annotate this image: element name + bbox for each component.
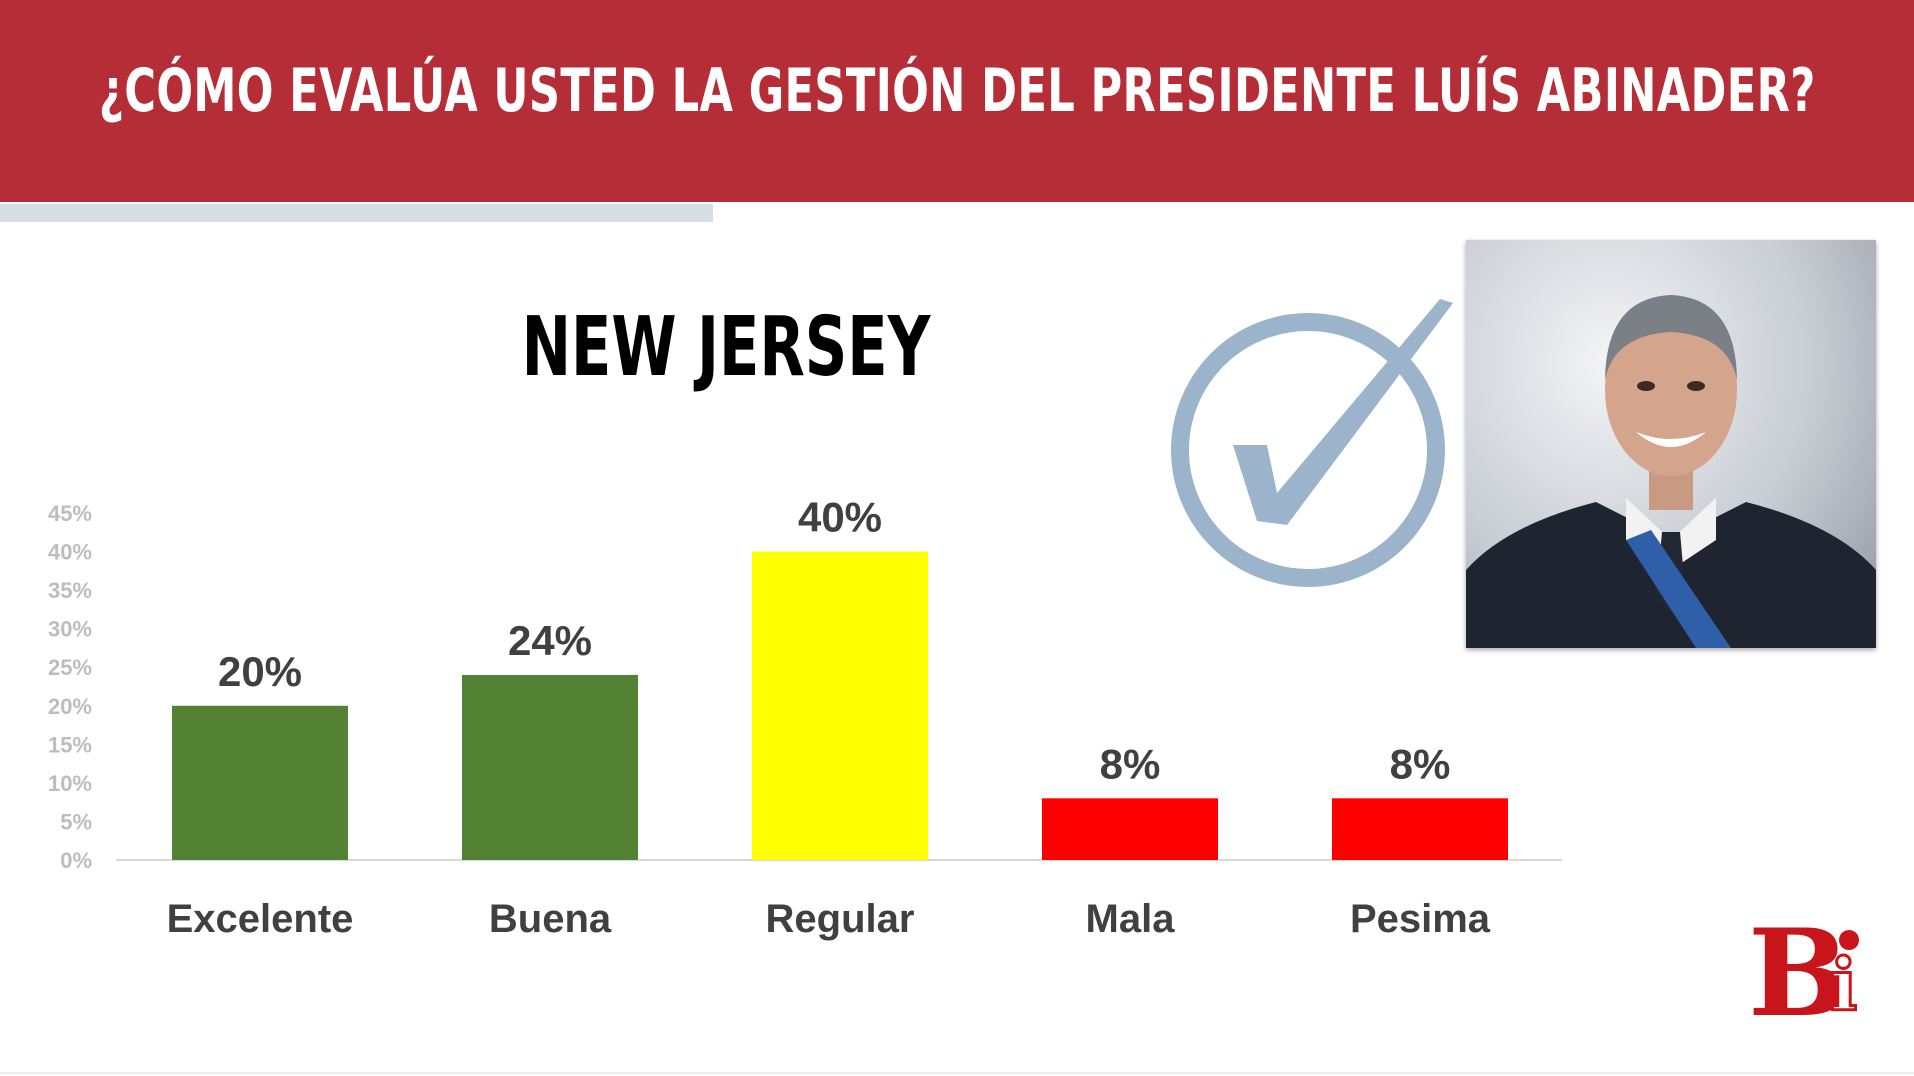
data-labels: 20% 24% 40% 8% 8% xyxy=(218,494,1450,788)
data-label: 40% xyxy=(798,494,882,541)
x-tick-label: Pesima xyxy=(1350,897,1491,941)
y-tick-label: 20% xyxy=(48,694,92,719)
bi-logo: B i xyxy=(1748,910,1859,1025)
x-axis-labels: Excelente Buena Regular Mala Pesima xyxy=(167,897,1491,941)
y-tick-label: 5% xyxy=(60,809,92,834)
bars xyxy=(172,551,1508,860)
data-label: 8% xyxy=(1390,740,1451,787)
page-title: ¿CÓMO EVALÚA USTED LA GESTIÓN DEL PRESID… xyxy=(98,56,1816,126)
y-tick-label: 15% xyxy=(48,732,92,757)
bar-regular xyxy=(752,551,928,860)
y-tick-label: 40% xyxy=(48,540,92,565)
bar-pesima xyxy=(1332,798,1508,860)
header-banner: ¿CÓMO EVALÚA USTED LA GESTIÓN DEL PRESID… xyxy=(0,0,1914,202)
bar-buena xyxy=(462,674,638,860)
data-label: 20% xyxy=(218,648,302,695)
president-photo xyxy=(1466,240,1876,648)
x-tick-label: Regular xyxy=(766,897,915,941)
svg-text:i: i xyxy=(1830,942,1857,1025)
x-tick-label: Excelente xyxy=(167,897,354,941)
data-label: 8% xyxy=(1100,740,1161,787)
svg-text:B: B xyxy=(1748,910,1849,1025)
y-tick-label: 35% xyxy=(48,578,92,603)
y-tick-label: 25% xyxy=(48,655,92,680)
bottom-rule xyxy=(0,1072,1914,1074)
bar-excelente xyxy=(172,705,348,860)
x-tick-label: Mala xyxy=(1086,897,1176,941)
x-tick-label: Buena xyxy=(489,897,612,941)
y-tick-label: 45% xyxy=(48,501,92,526)
portrait-illustration xyxy=(1466,295,1876,648)
data-label: 24% xyxy=(508,617,592,664)
check-circle-icon xyxy=(1171,299,1453,587)
y-tick-label: 10% xyxy=(48,771,92,796)
y-axis: 0% 5% 10% 15% 20% 25% 30% 35% 40% 45% xyxy=(48,501,92,873)
y-tick-label: 0% xyxy=(60,848,92,873)
bar-mala xyxy=(1042,798,1218,860)
accent-bar xyxy=(0,204,713,222)
y-tick-label: 30% xyxy=(48,617,92,642)
